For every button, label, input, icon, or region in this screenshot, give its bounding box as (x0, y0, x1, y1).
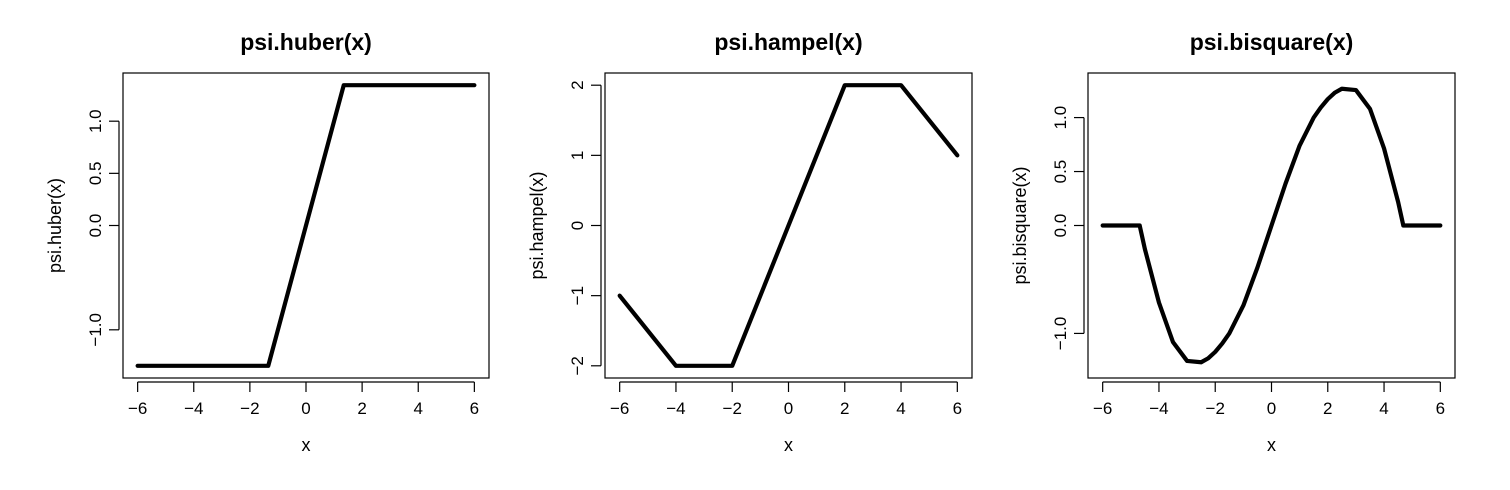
y-tick-label: 2 (568, 80, 587, 89)
x-tick-label: −6 (1093, 399, 1112, 418)
x-tick-label: 2 (840, 399, 849, 418)
y-axis-label: psi.hampel(x) (527, 171, 547, 279)
x-tick-label: 0 (784, 399, 793, 418)
x-tick-label: 2 (1323, 399, 1332, 418)
x-tick-label: 4 (414, 399, 423, 418)
chart-title: psi.bisquare(x) (1190, 29, 1354, 55)
plot-frame (1087, 72, 1456, 379)
x-tick-label: 4 (1379, 399, 1388, 418)
plot-frame (604, 72, 973, 379)
plot-frame (122, 72, 490, 379)
x-tick-label: 0 (1267, 399, 1276, 418)
x-tick-label: 6 (470, 399, 479, 418)
chart-title: psi.huber(x) (240, 29, 372, 55)
y-tick-label: −1.0 (1051, 317, 1070, 351)
chart-title: psi.hampel(x) (714, 29, 862, 55)
y-tick-label: 1 (568, 151, 587, 160)
series-line (135, 83, 477, 368)
chart-panel-psi-hampel: psi.hampel(x) x psi.hampel(x) −6 −4 −2 0 2 4 6… (527, 29, 973, 455)
x-tick-label: −2 (240, 399, 259, 418)
x-tick-label: 4 (896, 399, 905, 418)
x-tick-label: −6 (610, 399, 629, 418)
x-tick-label: −6 (128, 399, 147, 418)
y-tick-label: 1.0 (86, 109, 105, 133)
y-tick-label: 0.5 (1051, 160, 1070, 184)
x-tick-label: −4 (184, 399, 203, 418)
y-axis-label: psi.huber(x) (45, 178, 65, 273)
y-tick-label: 0 (568, 221, 587, 230)
y-tick-label: 1.0 (1051, 106, 1070, 130)
x-tick-label: −2 (723, 399, 742, 418)
x-tick-label: −4 (1149, 399, 1168, 418)
y-tick-label: 0.0 (86, 214, 105, 238)
x-tick-label: 2 (357, 399, 366, 418)
y-tick-label: 0.0 (1051, 214, 1070, 238)
x-tick-label: −2 (1206, 399, 1225, 418)
chart-panel-psi-bisquare: psi.bisquare(x) x psi.bisquare(x) −6 −4 −2… (1010, 29, 1456, 455)
x-tick-label: 0 (301, 399, 310, 418)
series-line (617, 83, 960, 368)
y-tick-label: −2 (568, 356, 587, 375)
x-axis-label: x (784, 435, 793, 455)
x-tick-label: −4 (666, 399, 685, 418)
series-line (1100, 86, 1443, 365)
y-tick-label: 0.5 (86, 162, 105, 186)
x-tick-label: 6 (1436, 399, 1445, 418)
y-tick-label: −1.0 (86, 313, 105, 347)
y-axis-label: psi.bisquare(x) (1010, 166, 1030, 284)
x-axis-label: x (302, 435, 311, 455)
chart-panel-psi-huber: psi.huber(x) x psi.huber(x) −6 −4 −2 0 2 4 6 −1… (45, 29, 490, 455)
x-axis-label: x (1267, 435, 1276, 455)
x-tick-label: 6 (953, 399, 962, 418)
y-tick-label: −1 (568, 286, 587, 305)
